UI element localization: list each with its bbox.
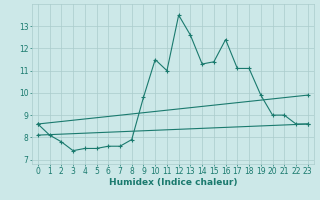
X-axis label: Humidex (Indice chaleur): Humidex (Indice chaleur) bbox=[108, 178, 237, 187]
